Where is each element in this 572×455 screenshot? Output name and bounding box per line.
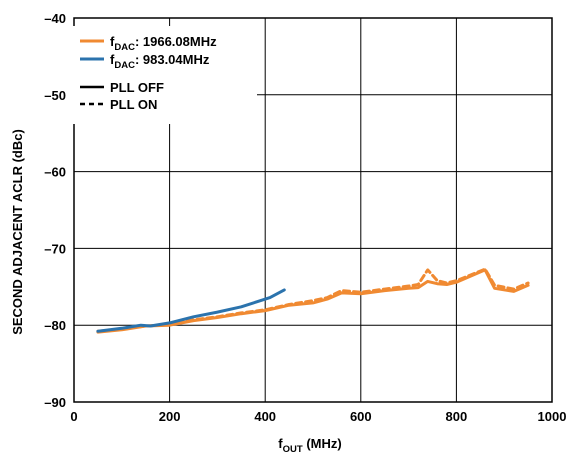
series-line-98304mhz-pll-off <box>96 288 286 333</box>
legend: fDAC: 1966.08MHz fDAC: 983.04MHz PLL OFF… <box>72 26 257 124</box>
y-tick-label: –60 <box>44 165 66 180</box>
y-tick-label: –90 <box>44 395 66 410</box>
legend-label-pll-off: PLL OFF <box>110 80 164 95</box>
x-tick-label: 400 <box>254 409 276 424</box>
x-axis-title-sub: OUT <box>283 444 303 455</box>
x-axis-title: fOUT (MHz) <box>278 436 341 455</box>
x-tick-label: 600 <box>350 409 372 424</box>
legend-label-1966: fDAC: 1966.08MHz <box>110 34 217 53</box>
y-tick-label: –80 <box>44 318 66 333</box>
x-tick-labels: 0 200 400 600 800 1000 <box>70 409 566 424</box>
x-axis-title-rest: (MHz) <box>303 436 342 451</box>
x-tick-label: 1000 <box>538 409 567 424</box>
legend-983-sub: DAC <box>114 60 135 71</box>
legend-983-main: f <box>110 52 115 67</box>
series-line-196608mhz-pll-on <box>96 267 530 333</box>
legend-1966-main: f <box>110 34 115 49</box>
y-tick-labels: –90 –80 –70 –60 –50 –40 <box>44 11 66 410</box>
x-tick-label: 200 <box>159 409 181 424</box>
series-lines <box>96 267 530 334</box>
y-tick-label: –50 <box>44 88 66 103</box>
legend-1966-rest: : 1966.08MHz <box>135 34 217 49</box>
y-axis-title: SECOND ADJACENT ACLR (dBc) <box>10 129 25 335</box>
x-tick-label: 800 <box>446 409 468 424</box>
legend-983-rest: : 983.04MHz <box>135 52 210 67</box>
x-tick-label: 0 <box>70 409 77 424</box>
legend-label-983: fDAC: 983.04MHz <box>110 52 210 71</box>
legend-label-pll-on: PLL ON <box>110 97 157 112</box>
y-tick-label: –70 <box>44 241 66 256</box>
y-tick-label: –40 <box>44 11 66 26</box>
legend-1966-sub: DAC <box>114 42 135 53</box>
x-axis-title-main: f <box>278 436 283 451</box>
